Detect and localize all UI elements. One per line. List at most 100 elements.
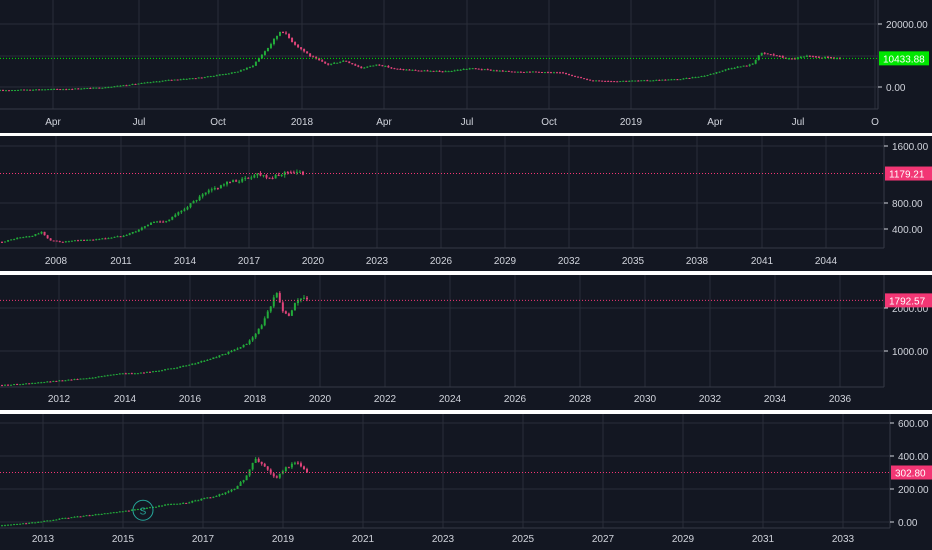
candle-body [610,81,613,83]
candle-body [224,73,227,75]
chart-pane-2[interactable]: 2008 2011 2014 2017 2020 2023 2026 2029 2032 2035… [0,136,932,271]
candle-body [70,240,73,242]
candle-body [724,69,727,71]
pane-separator[interactable] [0,410,932,414]
x-tick-label: 2012 [48,394,71,405]
candle-body [661,79,664,81]
x-tick-label: 2033 [832,534,855,545]
candle-body [131,231,134,234]
candle-body [206,76,209,78]
candle-body [233,349,236,352]
candle-body [49,381,52,383]
candle-body [44,89,47,91]
y-tick-label: 20000.00 [886,20,928,31]
candle-body [354,64,357,66]
candle-body [396,68,399,70]
candle-body [480,69,483,71]
candle-body [32,89,35,91]
candle-body [41,89,44,91]
candle-body [634,80,637,82]
x-tick-label: 2020 [309,394,332,405]
candle-body [148,371,151,373]
candle-body [77,88,80,90]
candle-body [174,214,177,217]
candle-body [40,521,43,523]
candle-body [266,311,269,319]
candle-body [598,80,601,82]
candle-body [549,72,552,74]
candle-body [37,521,40,523]
candle-body [682,78,685,80]
candle-body [103,375,106,377]
candle-body [198,196,201,201]
candle-body [216,187,219,189]
x-tick-label: Apr [376,117,392,128]
candle-body [232,180,235,183]
candle-body [16,523,19,525]
candle-body [22,523,25,525]
candle-body [531,71,534,73]
candle-body [263,463,266,467]
candle-body [79,378,82,380]
candle-body [274,175,277,179]
candle-body [17,89,20,91]
candle-body [622,80,625,82]
candle-body [269,306,272,312]
candle-body [76,379,79,381]
candle-body [534,71,537,73]
candle-body [363,67,366,69]
candle-body [1,385,3,387]
candle-body [254,458,257,463]
candle-body [134,231,137,233]
candle-body [5,90,8,92]
chart-pane-4[interactable]: 2013 2015 2017 2019 2021 2023 2025 2027 2029 2031… [0,414,932,550]
x-tick-label: O [871,117,879,128]
candle-body [299,463,302,467]
candle-body [321,60,324,62]
candle-body [540,71,543,73]
chart-pane-1[interactable]: Apr Jul Oct 2018 Apr Jul Oct 2019 Apr Jul O 20000.0… [0,0,932,133]
signal-marker[interactable] [132,499,154,521]
candle-body [733,67,736,69]
candle-body [655,79,658,81]
candle-body [167,368,170,370]
candle-body [296,462,299,464]
candle-body [423,70,426,72]
candle-body [191,501,194,503]
candle-body [47,89,50,91]
candle-body [709,73,712,75]
candle-body [221,74,224,76]
candle-body [336,62,339,64]
candle-body [474,68,477,70]
candle-body [769,54,772,56]
candle-body [299,298,302,300]
pane-separator[interactable] [0,271,932,275]
candle-body [189,203,192,208]
candle-body [799,56,802,58]
candle-body [133,373,136,375]
candle-body [103,513,106,515]
candle-body [820,57,823,59]
candle-body [116,236,119,238]
candle-body [52,240,55,242]
x-tick-label: 2023 [366,256,389,267]
candle-body [236,485,239,489]
candle-body [7,524,10,526]
candle-body [546,72,549,74]
last-price-label: 302.80 [895,469,926,480]
pane-separator[interactable] [0,133,932,136]
candle-body [115,512,118,514]
candle-body [61,518,64,520]
candle-body [92,87,95,89]
candle-body [74,88,77,90]
candle-body [360,66,363,69]
candle-body [180,210,183,213]
candle-body [745,65,748,67]
candle-body [25,236,28,238]
candle-body [106,375,109,377]
candle-body [555,72,558,74]
chart-pane-3[interactable]: 2012 2014 2016 2018 2020 2022 2024 2026 2028 2030… [0,275,932,410]
candle-body [254,61,257,66]
candle-body [209,497,212,499]
candle-body [16,237,19,240]
